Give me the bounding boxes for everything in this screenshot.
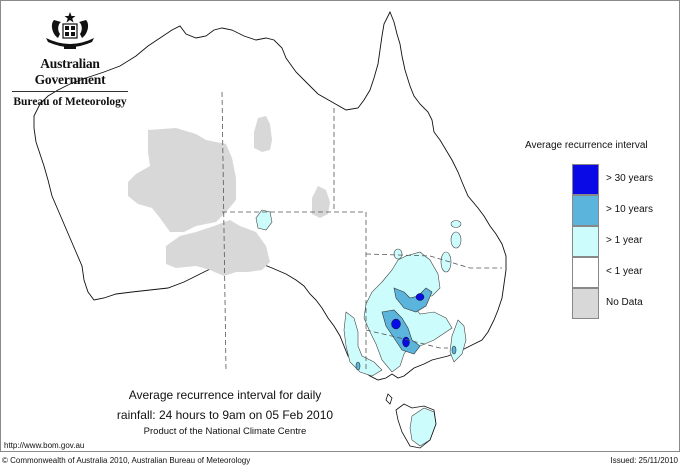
nodata-region-central [312,186,330,218]
government-logo: Australian Government Bureau of Meteorol… [8,10,132,108]
caption-line-1: Average recurrence interval for daily [128,388,322,402]
legend-label: > 10 years [606,204,653,215]
government-name: Australian Government [34,56,106,87]
legend-swatch-gt30 [572,164,599,195]
recurrence-gt30-regions [391,293,425,348]
logo-divider [12,91,128,92]
legend-item-lt1: < 1 year [572,257,680,288]
legend-label: > 30 years [606,173,653,184]
legend-item-gt30: > 30 years [572,164,680,195]
legend-label: > 1 year [606,235,643,246]
legend-item-nodata: No Data [572,288,680,319]
caption-line-2: rainfall: 24 hours to 9am on 05 Feb 2010 [116,408,334,422]
kangaroo-island [385,393,393,405]
legend-label: < 1 year [606,266,643,277]
map-caption: Average recurrence interval for daily ra… [100,385,350,439]
legend-item-gt10: > 10 years [572,195,680,226]
issued-date: Issued: 25/11/2010 [610,456,678,465]
coat-of-arms-icon [46,12,94,49]
australia-map [33,10,507,449]
legend-swatch-gt10 [572,195,599,226]
legend: Average recurrence interval > 30 years >… [522,140,672,319]
legend-item-gt1: > 1 year [572,226,680,257]
legend-label: No Data [606,297,643,308]
legend-swatch-gt1 [572,226,599,257]
caption-line-3: Product of the National Climate Centre [143,426,307,437]
website-link[interactable]: http://www.bom.gov.au [4,441,85,450]
nodata-region-west [128,128,236,232]
tasmania-outline [395,403,437,449]
legend-swatch-nodata [572,288,599,319]
nodata-region-southwest [166,220,270,276]
legend-title: Average recurrence interval [525,140,648,151]
legend-swatch-lt1 [572,257,599,288]
agency-name: Bureau of Meteorology [13,96,127,108]
state-borders [221,91,502,371]
recurrence-gt1-regions [255,209,467,447]
copyright-notice: © Commonwealth of Australia 2010, Austra… [2,456,251,465]
nodata-region-north [254,116,272,152]
